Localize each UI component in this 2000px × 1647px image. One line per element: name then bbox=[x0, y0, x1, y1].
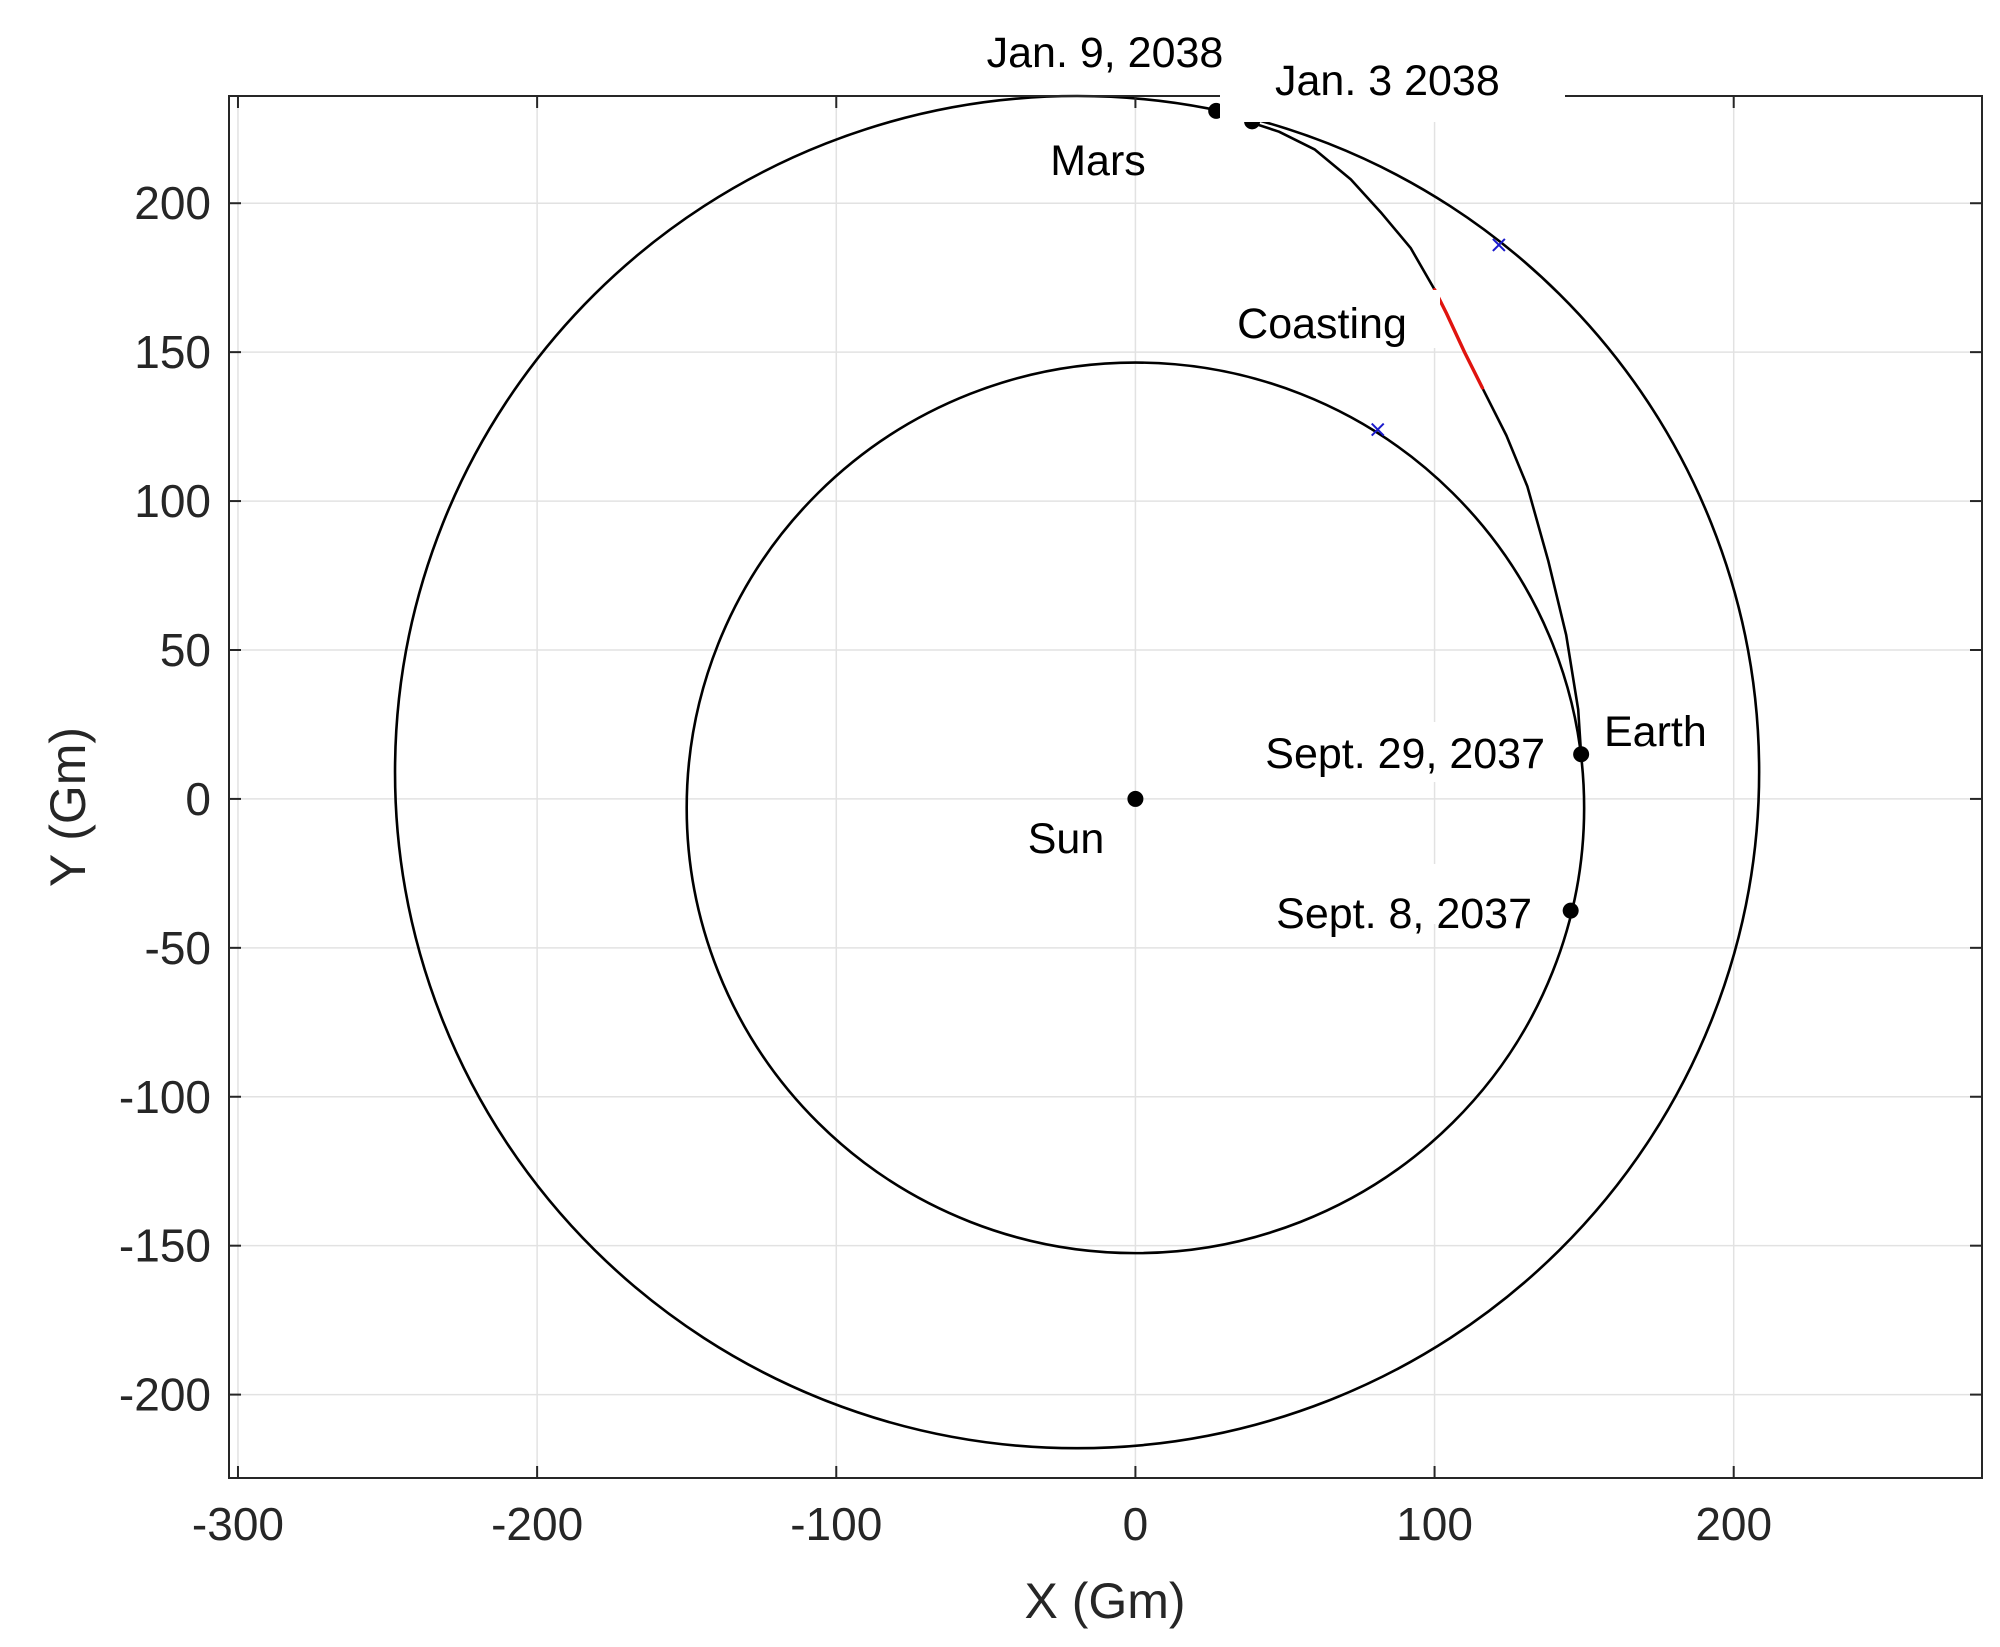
y-tick-label: -150 bbox=[119, 1220, 211, 1272]
y-tick-label: 150 bbox=[134, 326, 211, 378]
label-jan3: Jan. 3 2038 bbox=[1275, 57, 1500, 105]
x-tick-label: 100 bbox=[1396, 1498, 1473, 1550]
x-tick-label: -100 bbox=[790, 1498, 882, 1550]
grid-lines bbox=[229, 96, 1982, 1478]
y-tick-label: 200 bbox=[134, 177, 211, 229]
curves bbox=[393, 94, 1761, 1450]
point-marker bbox=[1562, 902, 1579, 919]
y-axis-label: Y (Gm) bbox=[40, 727, 96, 887]
point-marker bbox=[1573, 746, 1590, 763]
label-sun: Sun bbox=[1028, 815, 1105, 863]
label-mars: Mars bbox=[1050, 137, 1146, 185]
y-tick-label: 0 bbox=[185, 773, 211, 825]
cross-stroke bbox=[1492, 238, 1506, 252]
x-tick-label: 200 bbox=[1695, 1498, 1772, 1550]
y-tick-label: 50 bbox=[160, 624, 211, 676]
plot-frame bbox=[228, 95, 1983, 1479]
label-coasting: Coasting bbox=[1237, 300, 1407, 348]
x-tick-label: -200 bbox=[491, 1498, 583, 1550]
label-earth: Earth bbox=[1604, 708, 1707, 756]
x-tick-label: 0 bbox=[1123, 1498, 1149, 1550]
y-tick-label: -100 bbox=[119, 1071, 211, 1123]
label-jan9: Jan. 9, 2038 bbox=[987, 29, 1224, 77]
y-tick-label: 100 bbox=[134, 475, 211, 527]
x-axis-label: X (Gm) bbox=[1024, 1573, 1185, 1629]
annotations: Jan. 9, 2038 Jan. 3 2038 Mars Coasting E… bbox=[987, 29, 1707, 938]
cross-marker bbox=[1371, 422, 1385, 437]
tick-labels: -300 -200 -100 0 100 200 -200 -150 -100 -50 0 50 100… bbox=[119, 177, 1772, 1550]
label-sept29: Sept. 29, 2037 bbox=[1265, 730, 1545, 778]
label-sept8: Sept. 8, 2037 bbox=[1276, 890, 1532, 938]
earth-orbit bbox=[685, 361, 1586, 1255]
point-marker bbox=[1127, 790, 1144, 807]
y-tick-label: -200 bbox=[119, 1369, 211, 1421]
cross-stroke bbox=[1371, 422, 1385, 437]
y-tick-label: -50 bbox=[145, 922, 211, 974]
axes-frame bbox=[228, 95, 1983, 1479]
cross-marker bbox=[1492, 238, 1506, 252]
x-tick-label: -300 bbox=[192, 1498, 284, 1550]
thrust-arc bbox=[1432, 287, 1485, 390]
